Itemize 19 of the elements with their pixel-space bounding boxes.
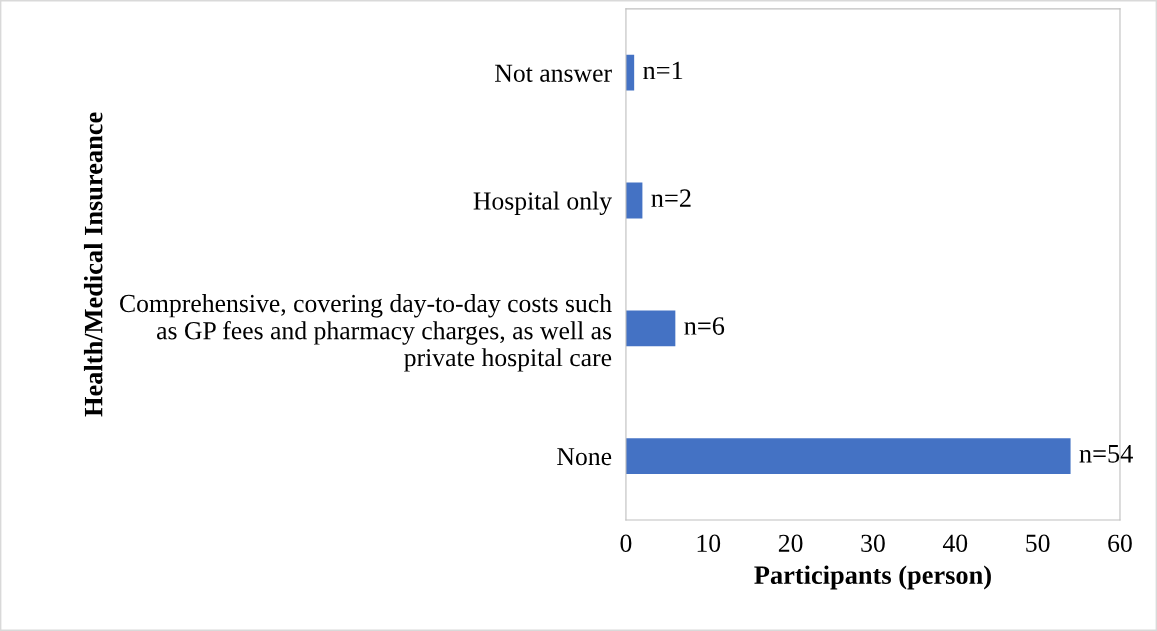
x-tick-label: 60 — [1108, 534, 1132, 552]
y-tick-label: Not answer — [495, 64, 612, 82]
y-tick-label: Hospital only — [473, 191, 612, 215]
bar — [625, 310, 676, 347]
data-label: n=54 — [1079, 445, 1133, 463]
data-label: n=1 — [643, 61, 683, 80]
x-tick-label: 10 — [697, 534, 721, 552]
y-axis-title: Health/Medical Insureance — [83, 112, 103, 417]
bar — [625, 438, 1071, 474]
y-tick-label: Comprehensive, covering day-to-day costs such as GP fees and pharmacy charges, as well as private hospital care — [120, 294, 612, 372]
y-tick-label: None — [557, 448, 612, 466]
x-tick-label: 50 — [1026, 534, 1050, 552]
x-tick-label: 0 — [620, 534, 632, 552]
data-label: n=2 — [651, 189, 691, 207]
data-label: n=6 — [684, 317, 725, 335]
x-axis-title: Participants (person) — [754, 565, 991, 590]
x-tick-label: 40 — [942, 534, 968, 552]
x-tick-label: 30 — [861, 534, 885, 552]
x-tick-label: 20 — [778, 534, 803, 552]
